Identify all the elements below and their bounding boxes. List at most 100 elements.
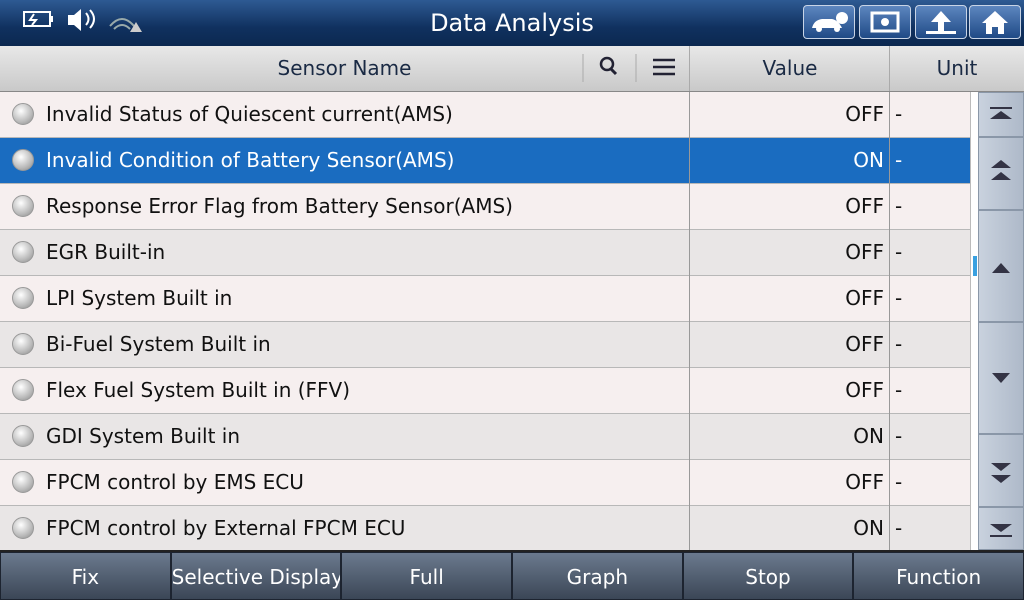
scroll-up-button[interactable] [978, 210, 1024, 322]
sensor-value: OFF [845, 286, 884, 310]
cell-divider [689, 138, 690, 184]
sensor-unit: - [895, 102, 903, 126]
toolbar-button[interactable]: Stop [682, 552, 854, 600]
sensor-unit: - [895, 470, 903, 494]
sensor-value: OFF [845, 240, 884, 264]
sensor-unit: - [895, 148, 903, 172]
sensor-name: GDI System Built in [46, 424, 241, 448]
row-indicator [12, 241, 34, 263]
sensor-name: Response Error Flag from Battery Sensor(… [46, 194, 513, 218]
scroll-down-button[interactable] [978, 322, 1024, 434]
sensor-unit: - [895, 378, 903, 402]
toolbar-button[interactable]: Fix [0, 552, 171, 600]
cell-divider [689, 92, 690, 138]
table-row[interactable]: Invalid Condition of Battery Sensor(AMS)… [0, 138, 970, 184]
sensor-value: ON [853, 424, 884, 448]
sensor-unit: - [895, 516, 903, 540]
row-indicator [12, 103, 34, 125]
toolbar-button[interactable]: Full [341, 552, 512, 600]
scroll-bottom-button[interactable] [978, 507, 1024, 550]
cell-divider [889, 92, 890, 138]
table-header: Sensor Name Value Unit [0, 46, 1024, 92]
scrollbar [970, 92, 979, 550]
row-indicator [12, 471, 34, 493]
table-row[interactable]: EGR Built-in OFF - [0, 230, 970, 276]
cell-divider [689, 184, 690, 230]
sensor-value: OFF [845, 194, 884, 218]
sensor-name: LPI System Built in [46, 286, 233, 310]
toolbar: Fix Selective Display Full Graph Stop Functio… [0, 550, 1024, 600]
back-button[interactable] [915, 5, 967, 39]
home-button[interactable] [969, 5, 1021, 39]
cell-divider [889, 368, 890, 414]
table-row[interactable]: Invalid Status of Quiescent current(AMS)… [0, 92, 970, 138]
toolbar-button[interactable]: Graph [512, 552, 683, 600]
table-row[interactable]: FPCM control by EMS ECU OFF - [0, 460, 970, 506]
page-down-button[interactable] [978, 434, 1024, 507]
cell-divider [689, 276, 690, 322]
sensor-name: FPCM control by EMS ECU [46, 470, 304, 494]
sensor-unit: - [895, 286, 903, 310]
sensor-value: OFF [845, 332, 884, 356]
title-bar: Data Analysis [0, 0, 1024, 46]
page-up-button[interactable] [978, 137, 1024, 210]
table-row[interactable]: Flex Fuel System Built in (FFV) OFF - [0, 368, 970, 414]
sensor-value: ON [853, 148, 884, 172]
header-icons [582, 54, 675, 82]
row-indicator [12, 149, 34, 171]
sensor-unit: - [895, 424, 903, 448]
row-indicator [12, 195, 34, 217]
cell-divider [689, 506, 690, 550]
table-row[interactable]: LPI System Built in OFF - [0, 276, 970, 322]
column-label: Value [762, 56, 818, 80]
cell-divider [889, 506, 890, 550]
row-indicator [12, 379, 34, 401]
row-indicator [12, 333, 34, 355]
sensor-value: ON [853, 516, 884, 540]
sensor-name: FPCM control by External FPCM ECU [46, 516, 406, 540]
sensor-name: Invalid Status of Quiescent current(AMS) [46, 102, 453, 126]
cell-divider [689, 414, 690, 460]
sensor-name: Flex Fuel System Built in (FFV) [46, 378, 351, 402]
table-body: Invalid Status of Quiescent current(AMS)… [0, 92, 970, 550]
sensor-unit: - [895, 332, 903, 356]
sensor-name: Bi-Fuel System Built in [46, 332, 271, 356]
title: Data Analysis [430, 9, 594, 37]
row-indicator [12, 287, 34, 309]
cell-divider [889, 184, 890, 230]
toolbar-button[interactable]: Selective Display [170, 552, 342, 600]
cell-divider [689, 368, 690, 414]
table-row[interactable]: GDI System Built in ON - [0, 414, 970, 460]
sensor-name: Invalid Condition of Battery Sensor(AMS) [46, 148, 455, 172]
cell-divider [889, 322, 890, 368]
sensor-name: EGR Built-in [46, 240, 166, 264]
screenshot-button[interactable] [859, 5, 911, 39]
sensor-value: OFF [845, 470, 884, 494]
cell-divider [889, 230, 890, 276]
sensor-value: OFF [845, 378, 884, 402]
cell-divider [889, 138, 890, 184]
table-row[interactable]: Response Error Flag from Battery Sensor(… [0, 184, 970, 230]
row-indicator [12, 425, 34, 447]
sensor-value: OFF [845, 102, 884, 126]
table-row[interactable]: FPCM control by External FPCM ECU ON - [0, 506, 970, 550]
column-header: Value [689, 46, 890, 91]
scroll-thumb [973, 256, 977, 276]
column-header: Unit [889, 46, 1024, 91]
cell-divider [889, 460, 890, 506]
column-label: Sensor Name [277, 56, 412, 80]
cell-divider [689, 460, 690, 506]
cell-divider [889, 276, 890, 322]
cell-divider [889, 414, 890, 460]
row-indicator [12, 517, 34, 539]
sensor-unit: - [895, 240, 903, 264]
sensor-unit: - [895, 194, 903, 218]
table-row[interactable]: Bi-Fuel System Built in OFF - [0, 322, 970, 368]
toolbar-button[interactable]: Function [853, 552, 1024, 600]
column-header: Sensor Name [0, 46, 689, 91]
scroll-top-button[interactable] [978, 92, 1024, 137]
cell-divider [689, 230, 690, 276]
cell-divider [689, 322, 690, 368]
vehicle-info-button[interactable] [803, 5, 855, 39]
column-label: Unit [936, 56, 978, 80]
